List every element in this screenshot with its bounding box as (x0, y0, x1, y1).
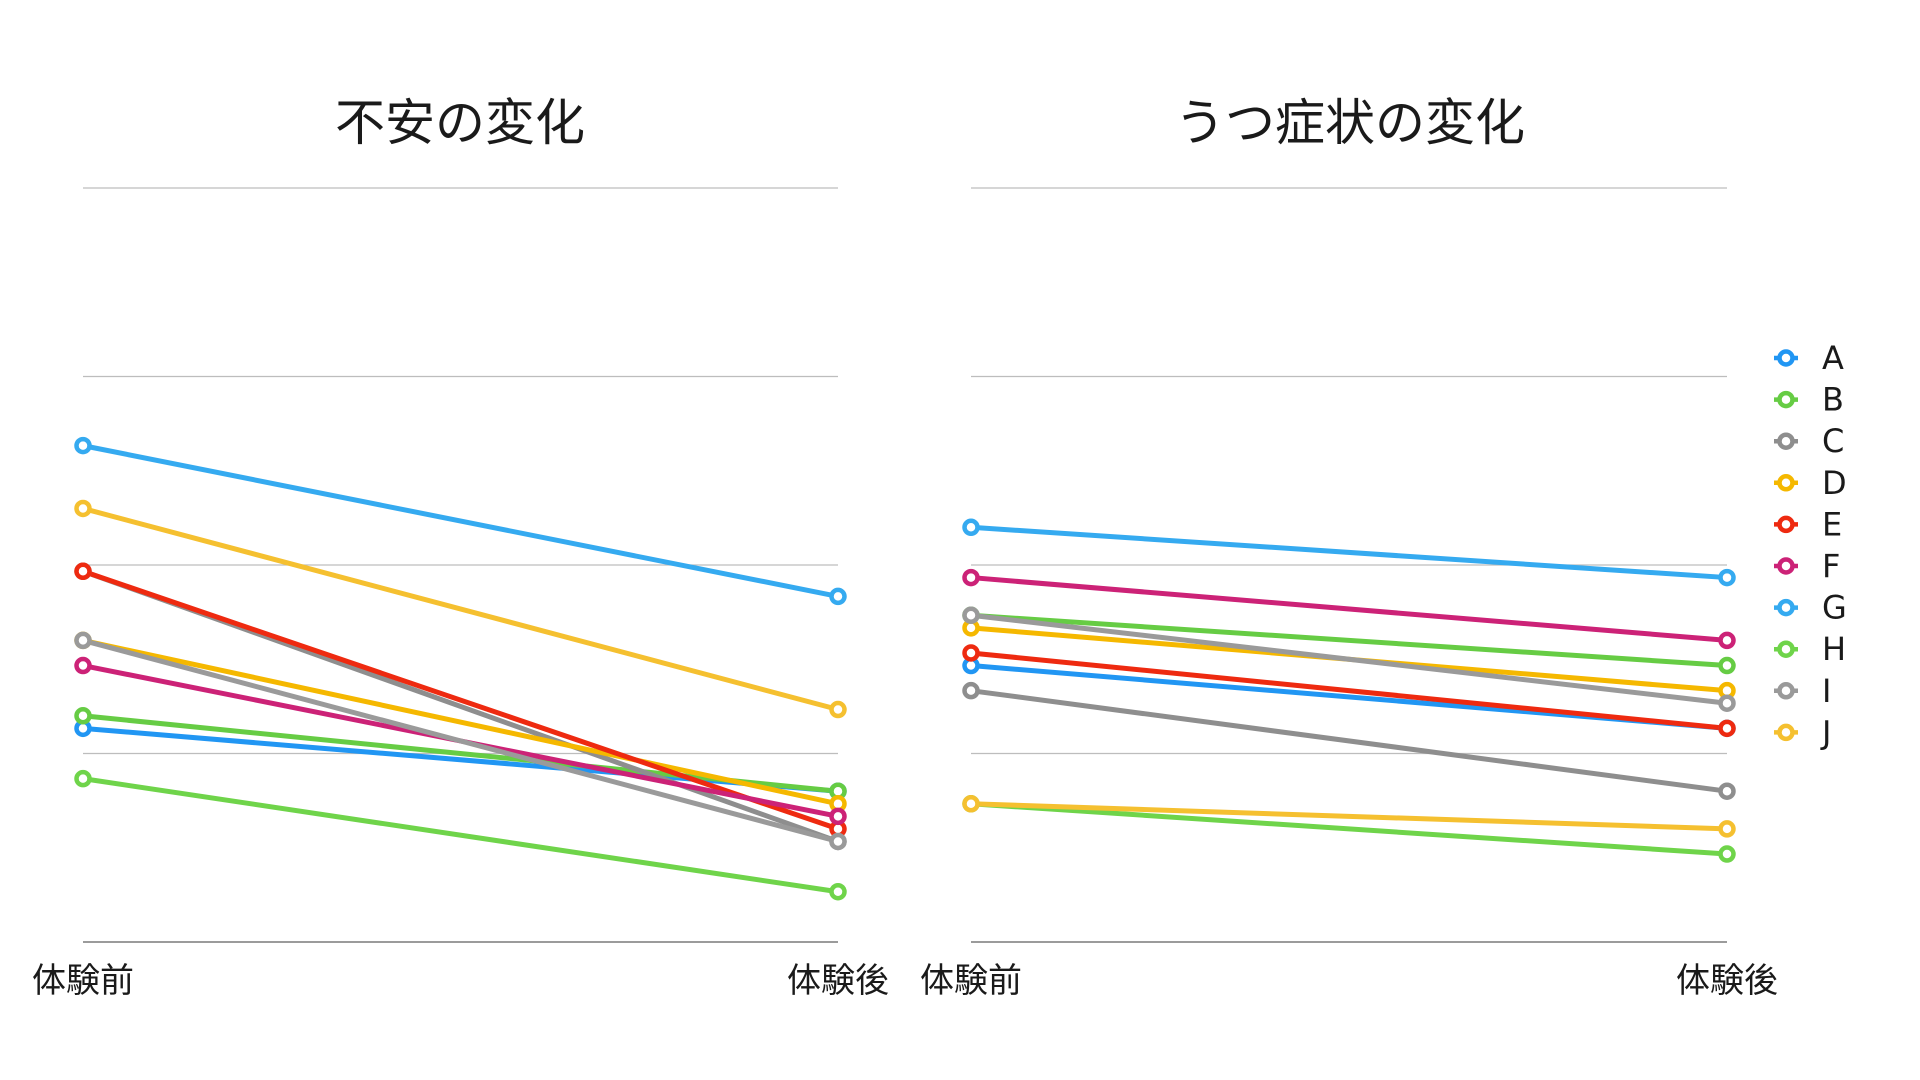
data-point-e-before-anxiety (74, 562, 92, 581)
series-line-h-anxiety (80, 776, 841, 895)
series-line-i-depression (968, 612, 1730, 706)
legend-swatch-marker (1777, 723, 1795, 742)
legend-swatch-marker (1777, 515, 1795, 534)
series-line-f-depression (968, 575, 1730, 643)
legend-swatch-marker (1777, 682, 1795, 700)
series-layer-anxiety (74, 436, 847, 901)
data-point-b-before-anxiety (74, 707, 92, 725)
legend-item-g: G (1774, 589, 1847, 627)
data-point-c-after-depression (1718, 782, 1736, 800)
series-line-g-anxiety (80, 443, 841, 599)
legend-item-b: B (1774, 381, 1844, 419)
legend-item-h: H (1774, 630, 1846, 668)
data-point-h-after-depression (1718, 845, 1736, 863)
points-layer (74, 436, 847, 901)
series-line-b-depression (968, 612, 1730, 669)
chart-title-anxiety: 不安の変化 (335, 94, 585, 152)
legend-label: G (1822, 589, 1847, 627)
data-point-j-before-anxiety (74, 499, 92, 518)
data-point-b-after-depression (1718, 656, 1736, 675)
legend-label: I (1822, 672, 1831, 710)
depression-chart: うつ症状の変化 体験前 体験後 (920, 94, 1778, 1001)
x-tick-label-before-anxiety: 体験前 (32, 961, 134, 1001)
legend-swatch-marker (1777, 598, 1795, 617)
legend-swatch-marker (1777, 557, 1795, 575)
legend-label: A (1822, 339, 1844, 377)
data-point-g-after-depression (1718, 568, 1736, 587)
anxiety-chart: 不安の変化 体験前 体験後 (32, 94, 889, 1001)
data-point-h-after-anxiety (829, 882, 847, 901)
x-tick-label-after-anxiety: 体験後 (787, 961, 889, 1001)
data-point-i-after-depression (1718, 694, 1736, 712)
legend-item-j: J (1774, 713, 1831, 751)
legend-item-a: A (1774, 339, 1844, 377)
series-line-i-anxiety (80, 637, 841, 844)
series-layer-depression (962, 518, 1736, 863)
x-tick-label-before-depression: 体験前 (920, 961, 1022, 1001)
data-point-e-after-depression (1718, 719, 1736, 738)
data-point-g-before-anxiety (74, 436, 92, 455)
grid-depression (971, 187, 1727, 943)
series-line-e-depression (968, 650, 1730, 731)
data-point-g-after-anxiety (829, 587, 847, 606)
series-line-h-depression (968, 801, 1730, 857)
data-point-c-before-depression (962, 681, 980, 700)
legend-swatch-marker (1777, 474, 1795, 492)
series-line-j-anxiety (80, 505, 841, 713)
legend-item-e: E (1774, 505, 1842, 543)
legend-label: D (1822, 464, 1847, 502)
legend-swatch-marker (1777, 390, 1795, 409)
x-tick-label-after-depression: 体験後 (1676, 961, 1778, 1001)
points-layer (962, 518, 1736, 863)
data-point-e-before-depression (962, 644, 980, 662)
series-line-c-depression (968, 688, 1730, 794)
data-point-h-before-anxiety (74, 769, 92, 788)
data-point-f-before-anxiety (74, 656, 92, 675)
data-point-j-after-anxiety (829, 700, 847, 719)
data-point-f-after-anxiety (829, 807, 847, 826)
series-line-g-depression (968, 524, 1730, 581)
legend-label: E (1822, 505, 1842, 543)
legend-swatch-marker (1777, 640, 1795, 658)
legend-item-f: F (1774, 547, 1840, 585)
data-point-i-after-anxiety (829, 832, 847, 851)
series-line-e-anxiety (80, 568, 841, 832)
legend-item-d: D (1774, 464, 1847, 502)
chart-title-depression: うつ症状の変化 (1175, 94, 1525, 152)
legend-item-c: C (1774, 422, 1844, 460)
legend-label: J (1820, 713, 1831, 751)
grid-anxiety (83, 187, 838, 943)
data-point-f-before-depression (962, 568, 980, 587)
legend-label: B (1822, 381, 1844, 419)
series-line-d-anxiety (80, 637, 841, 807)
legend-label: C (1822, 422, 1844, 460)
legend-swatch-marker (1777, 432, 1795, 450)
data-point-g-before-depression (962, 518, 980, 537)
legend-label: F (1822, 547, 1840, 585)
data-point-j-before-depression (962, 795, 980, 813)
data-point-j-after-depression (1718, 820, 1736, 838)
data-point-f-after-depression (1718, 631, 1736, 650)
data-point-i-before-depression (962, 606, 980, 625)
series-line-j-depression (968, 801, 1730, 832)
legend-swatch-marker (1777, 349, 1795, 367)
legend-label: H (1822, 630, 1846, 668)
legend-item-i: I (1774, 672, 1831, 710)
data-point-i-before-anxiety (74, 631, 92, 650)
